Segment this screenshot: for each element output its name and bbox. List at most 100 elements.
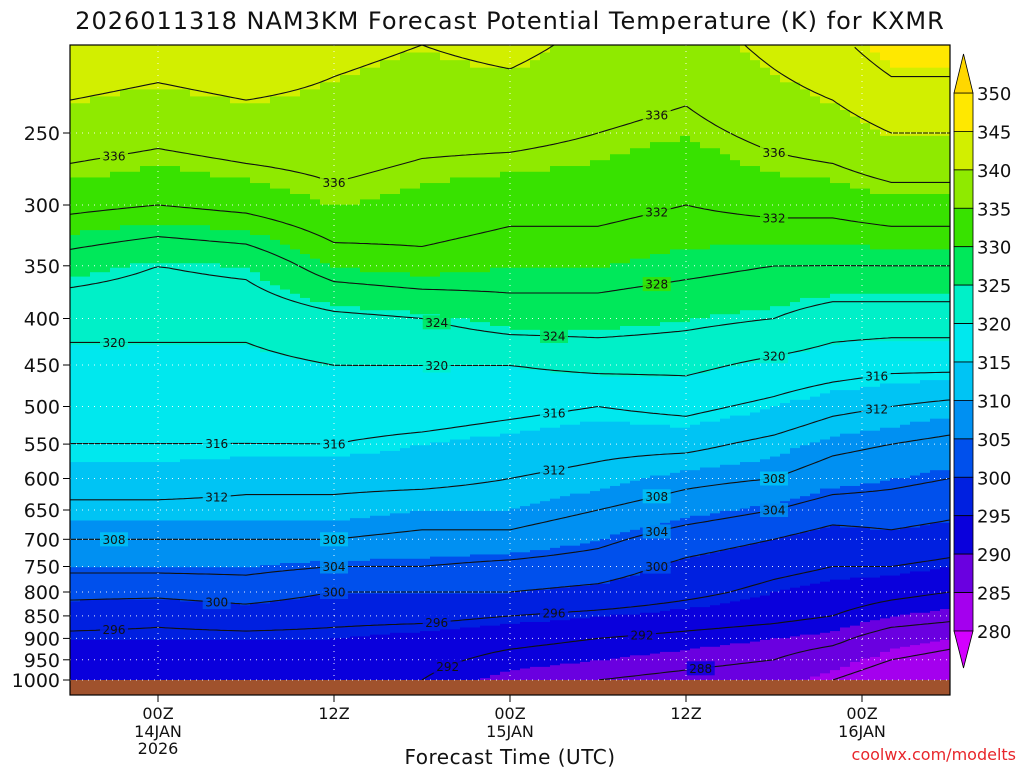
theta-fill-cell bbox=[300, 297, 311, 360]
theta-fill-cell bbox=[380, 272, 391, 311]
theta-fill-cell bbox=[180, 89, 191, 173]
theta-fill-cell bbox=[590, 660, 601, 681]
theta-fill-cell bbox=[210, 45, 221, 97]
theta-fill-cell bbox=[500, 593, 511, 625]
theta-fill-cell bbox=[590, 421, 601, 492]
contour-label-bg bbox=[320, 559, 348, 574]
theta-fill-cell bbox=[170, 45, 181, 91]
theta-fill-cell bbox=[150, 225, 161, 264]
theta-fill-cell bbox=[630, 424, 641, 482]
theta-fill-cell bbox=[370, 366, 381, 455]
theta-contours bbox=[70, 45, 950, 681]
colorbar-tick-label: 305 bbox=[977, 430, 1011, 451]
theta-fill-cell bbox=[540, 369, 551, 429]
theta-fill-cell bbox=[220, 603, 231, 641]
contour-label-bg bbox=[202, 489, 231, 504]
theta-fill-cell bbox=[830, 103, 841, 184]
theta-fill-cell bbox=[430, 314, 441, 367]
contour-label-bg bbox=[422, 358, 451, 373]
isentrope-328 bbox=[70, 236, 950, 294]
theta-fill-cell bbox=[850, 577, 861, 627]
theta-fill-cell bbox=[70, 45, 81, 104]
theta-fill-cell bbox=[790, 244, 801, 303]
theta-fill-cell bbox=[620, 376, 631, 423]
theta-fill-cell bbox=[230, 103, 241, 179]
credit-link[interactable]: coolwx.com/modelts bbox=[852, 745, 1016, 764]
contour-label-bg bbox=[100, 622, 128, 637]
x-tick-sublabel: 16JAN bbox=[838, 722, 886, 741]
theta-fill-cell bbox=[880, 293, 891, 342]
theta-fill-cell bbox=[600, 421, 611, 490]
theta-fill-cell bbox=[570, 585, 581, 619]
theta-fill-cell bbox=[860, 577, 871, 623]
theta-fill-cell bbox=[210, 603, 221, 641]
theta-fill-cell bbox=[430, 183, 441, 278]
contour-label: 320 bbox=[760, 349, 788, 364]
colorbar-bin bbox=[953, 284, 974, 324]
theta-fill-cell bbox=[90, 45, 101, 97]
theta-fill-cell bbox=[490, 366, 501, 438]
theta-fill-cell bbox=[130, 344, 141, 463]
theta-fill-cell bbox=[290, 96, 301, 195]
theta-fill-cell bbox=[400, 272, 411, 311]
theta-fill-cell bbox=[370, 515, 381, 560]
theta-fill-cell bbox=[760, 310, 771, 360]
theta-fill-cell bbox=[430, 556, 441, 595]
theta-fill-cell bbox=[430, 631, 441, 681]
theta-fill-cell bbox=[610, 579, 621, 616]
theta-fill-cell bbox=[240, 103, 251, 179]
theta-fill-cell bbox=[500, 433, 511, 512]
theta-fill-cell bbox=[130, 89, 141, 173]
theta-fill-cell bbox=[890, 67, 901, 137]
theta-fill-cell bbox=[570, 493, 581, 547]
theta-fill-cell bbox=[440, 593, 451, 630]
theta-fill-cell bbox=[410, 314, 421, 367]
theta-fill-cell bbox=[830, 631, 841, 671]
theta-fill-cell bbox=[130, 263, 141, 346]
contour-label: 300 bbox=[320, 585, 348, 600]
theta-fill-cell bbox=[360, 560, 371, 595]
theta-fill-cell bbox=[100, 567, 111, 601]
colorbar-bin bbox=[953, 323, 974, 363]
y-tick-label: 800 bbox=[24, 582, 60, 604]
isentrope-320 bbox=[70, 337, 950, 377]
contour-label-text: 328 bbox=[645, 278, 668, 292]
theta-fill-cell bbox=[750, 362, 761, 414]
theta-fill-cell bbox=[190, 45, 201, 97]
theta-fill-cell bbox=[740, 362, 751, 417]
theta-fill-cell bbox=[250, 603, 261, 641]
theta-fill-cell bbox=[310, 45, 321, 91]
theta-fill-cell bbox=[240, 567, 251, 606]
theta-fill-cell bbox=[670, 472, 681, 522]
theta-fill-cell bbox=[220, 567, 231, 604]
theta-fill-cell bbox=[780, 536, 791, 591]
theta-fill-cell bbox=[710, 467, 721, 514]
theta-fill-cell bbox=[860, 622, 871, 660]
theta-fill-cell bbox=[410, 188, 421, 278]
contour-label: 328 bbox=[642, 277, 671, 292]
theta-fill-cell bbox=[520, 67, 531, 173]
theta-fill-cell bbox=[590, 373, 601, 423]
theta-fill-cell bbox=[810, 396, 821, 443]
theta-fill-cell bbox=[880, 135, 891, 195]
theta-fill-cell bbox=[180, 459, 191, 522]
theta-fill-cell bbox=[370, 199, 381, 273]
x-tick-label: 00Z bbox=[494, 704, 525, 723]
theta-fill-cell bbox=[700, 515, 711, 556]
theta-fill-cell bbox=[100, 272, 111, 346]
theta-fill-cell bbox=[760, 171, 771, 246]
theta-fill-cell bbox=[610, 263, 621, 331]
contour-label-bg bbox=[642, 277, 671, 292]
theta-fill-cell bbox=[700, 148, 711, 250]
theta-fill-cell bbox=[480, 678, 491, 681]
theta-fill-cell bbox=[530, 622, 541, 668]
theta-fill-cell bbox=[910, 612, 921, 646]
theta-fill-cell bbox=[480, 272, 491, 323]
theta-fill-cell bbox=[760, 244, 771, 311]
theta-fill-cell bbox=[130, 567, 141, 601]
theta-fill-cell bbox=[590, 583, 601, 618]
theta-fill-cell bbox=[460, 593, 471, 629]
contour-label: 312 bbox=[862, 402, 891, 417]
theta-fill-cell bbox=[860, 45, 871, 124]
